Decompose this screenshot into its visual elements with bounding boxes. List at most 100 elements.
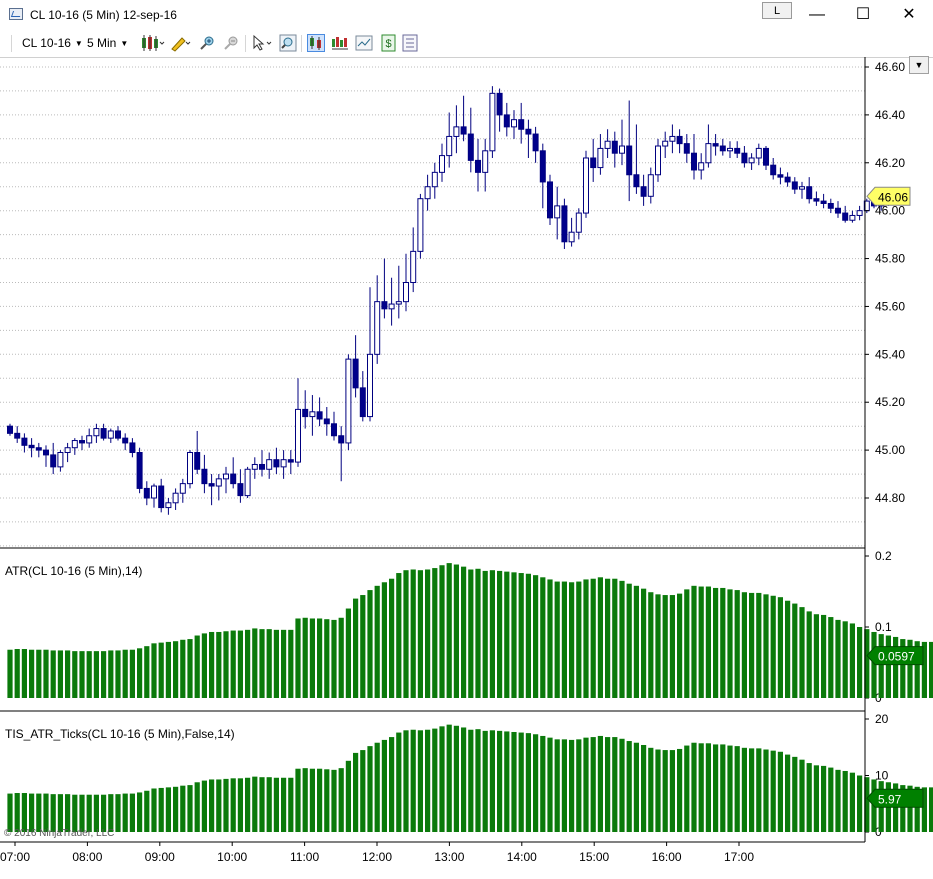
candle[interactable]	[525, 119, 532, 158]
candle[interactable]	[561, 198, 568, 249]
candle[interactable]	[395, 265, 402, 319]
candle[interactable]	[57, 450, 64, 472]
candle[interactable]	[21, 433, 28, 453]
candle[interactable]	[712, 134, 719, 156]
candle[interactable]	[129, 438, 136, 458]
candle[interactable]	[359, 371, 366, 422]
templates-icon[interactable]	[355, 34, 373, 52]
candle[interactable]	[345, 354, 352, 451]
candle[interactable]	[583, 150, 589, 218]
candle[interactable]	[763, 146, 769, 170]
search-icon[interactable]	[279, 34, 297, 52]
candle[interactable]	[719, 138, 726, 156]
candle[interactable]	[784, 172, 791, 187]
candle[interactable]	[280, 450, 287, 479]
price-axis[interactable]: 44.80 45.00 45.20 45.40 45.60 45.80 46.00 46.20…	[865, 60, 911, 505]
candle[interactable]	[136, 447, 143, 494]
candle[interactable]	[669, 124, 676, 154]
candle[interactable]	[691, 134, 697, 180]
tis-atr-ticks-panel[interactable]: 0 10 20 TIS_ATR_Ticks(CL 10-16 (5 Min),Fals…	[5, 712, 933, 839]
candle[interactable]	[417, 193, 424, 259]
candle[interactable]	[201, 454, 208, 494]
candle[interactable]	[453, 105, 460, 154]
candle[interactable]	[64, 442, 71, 463]
candle[interactable]	[367, 287, 373, 422]
atr-panel[interactable]: 0 0.1 0.2 ATR(CL 10-16 (5 Min),14) 0.0597	[5, 549, 933, 705]
candle[interactable]	[482, 138, 489, 192]
candle[interactable]	[554, 186, 561, 240]
candle[interactable]	[50, 442, 57, 475]
candle[interactable]	[741, 146, 748, 168]
candle[interactable]	[626, 100, 633, 202]
candle[interactable]	[777, 167, 784, 185]
candle[interactable]	[28, 438, 35, 458]
candle[interactable]	[302, 390, 309, 429]
drawing-tool-icon[interactable]	[170, 34, 191, 52]
candle[interactable]	[806, 177, 813, 204]
candle[interactable]	[208, 474, 215, 506]
candle[interactable]	[352, 335, 359, 398]
candle[interactable]	[230, 457, 237, 489]
candle[interactable]	[107, 428, 114, 443]
candle[interactable]	[143, 481, 150, 506]
candle[interactable]	[424, 174, 431, 211]
candle[interactable]	[539, 143, 546, 209]
candle[interactable]	[734, 141, 741, 158]
candle[interactable]	[194, 430, 201, 475]
candle[interactable]	[165, 498, 172, 515]
candle[interactable]	[770, 157, 777, 180]
candle[interactable]	[381, 258, 388, 319]
candle[interactable]	[532, 126, 539, 163]
candle[interactable]	[683, 134, 690, 163]
candle[interactable]	[215, 474, 222, 501]
price-series[interactable]	[7, 86, 892, 515]
candle[interactable]	[446, 112, 453, 168]
link-button[interactable]: L	[762, 2, 792, 19]
candle[interactable]	[460, 95, 467, 142]
candle[interactable]	[662, 131, 669, 158]
properties-icon[interactable]	[401, 34, 419, 52]
candle[interactable]	[511, 110, 517, 139]
candle[interactable]	[7, 423, 13, 436]
candle[interactable]	[503, 102, 510, 137]
time-axis[interactable]: 07:00 08:00 09:00 10:00 11:00 12:00 13:00 14:00…	[0, 842, 754, 864]
candle[interactable]	[35, 442, 42, 458]
candle[interactable]	[100, 423, 107, 441]
candle[interactable]	[287, 450, 294, 475]
candle[interactable]	[604, 129, 611, 158]
candle[interactable]	[431, 162, 438, 199]
candle[interactable]	[187, 450, 193, 489]
zoom-in-icon[interactable]	[198, 34, 216, 52]
candle[interactable]	[705, 124, 712, 168]
candle[interactable]	[835, 201, 841, 218]
candle[interactable]	[331, 411, 337, 441]
candle[interactable]	[244, 466, 251, 498]
candle[interactable]	[151, 483, 157, 508]
candle[interactable]	[849, 210, 856, 223]
candle[interactable]	[856, 205, 863, 221]
candle[interactable]	[323, 407, 330, 436]
candle[interactable]	[547, 174, 553, 226]
bar-type-icon[interactable]	[141, 34, 165, 52]
candle[interactable]	[698, 153, 705, 180]
candle[interactable]	[266, 452, 273, 479]
candle[interactable]	[475, 138, 481, 192]
candle[interactable]	[439, 143, 445, 182]
candle[interactable]	[568, 217, 575, 247]
candle[interactable]	[316, 397, 323, 427]
strategy-icon[interactable]: $	[380, 34, 398, 52]
candle[interactable]	[237, 469, 244, 503]
candle[interactable]	[403, 253, 409, 312]
candle[interactable]	[374, 275, 381, 364]
candle[interactable]	[827, 198, 834, 214]
candle[interactable]	[820, 193, 827, 209]
candle[interactable]	[575, 208, 582, 240]
candle[interactable]	[295, 378, 301, 467]
data-box-icon[interactable]	[331, 34, 349, 52]
candle[interactable]	[259, 450, 265, 477]
candle[interactable]	[791, 177, 798, 194]
candle[interactable]	[496, 88, 503, 132]
close-button[interactable]: ✕	[886, 0, 932, 30]
candle[interactable]	[179, 478, 186, 503]
candle[interactable]	[633, 124, 640, 194]
